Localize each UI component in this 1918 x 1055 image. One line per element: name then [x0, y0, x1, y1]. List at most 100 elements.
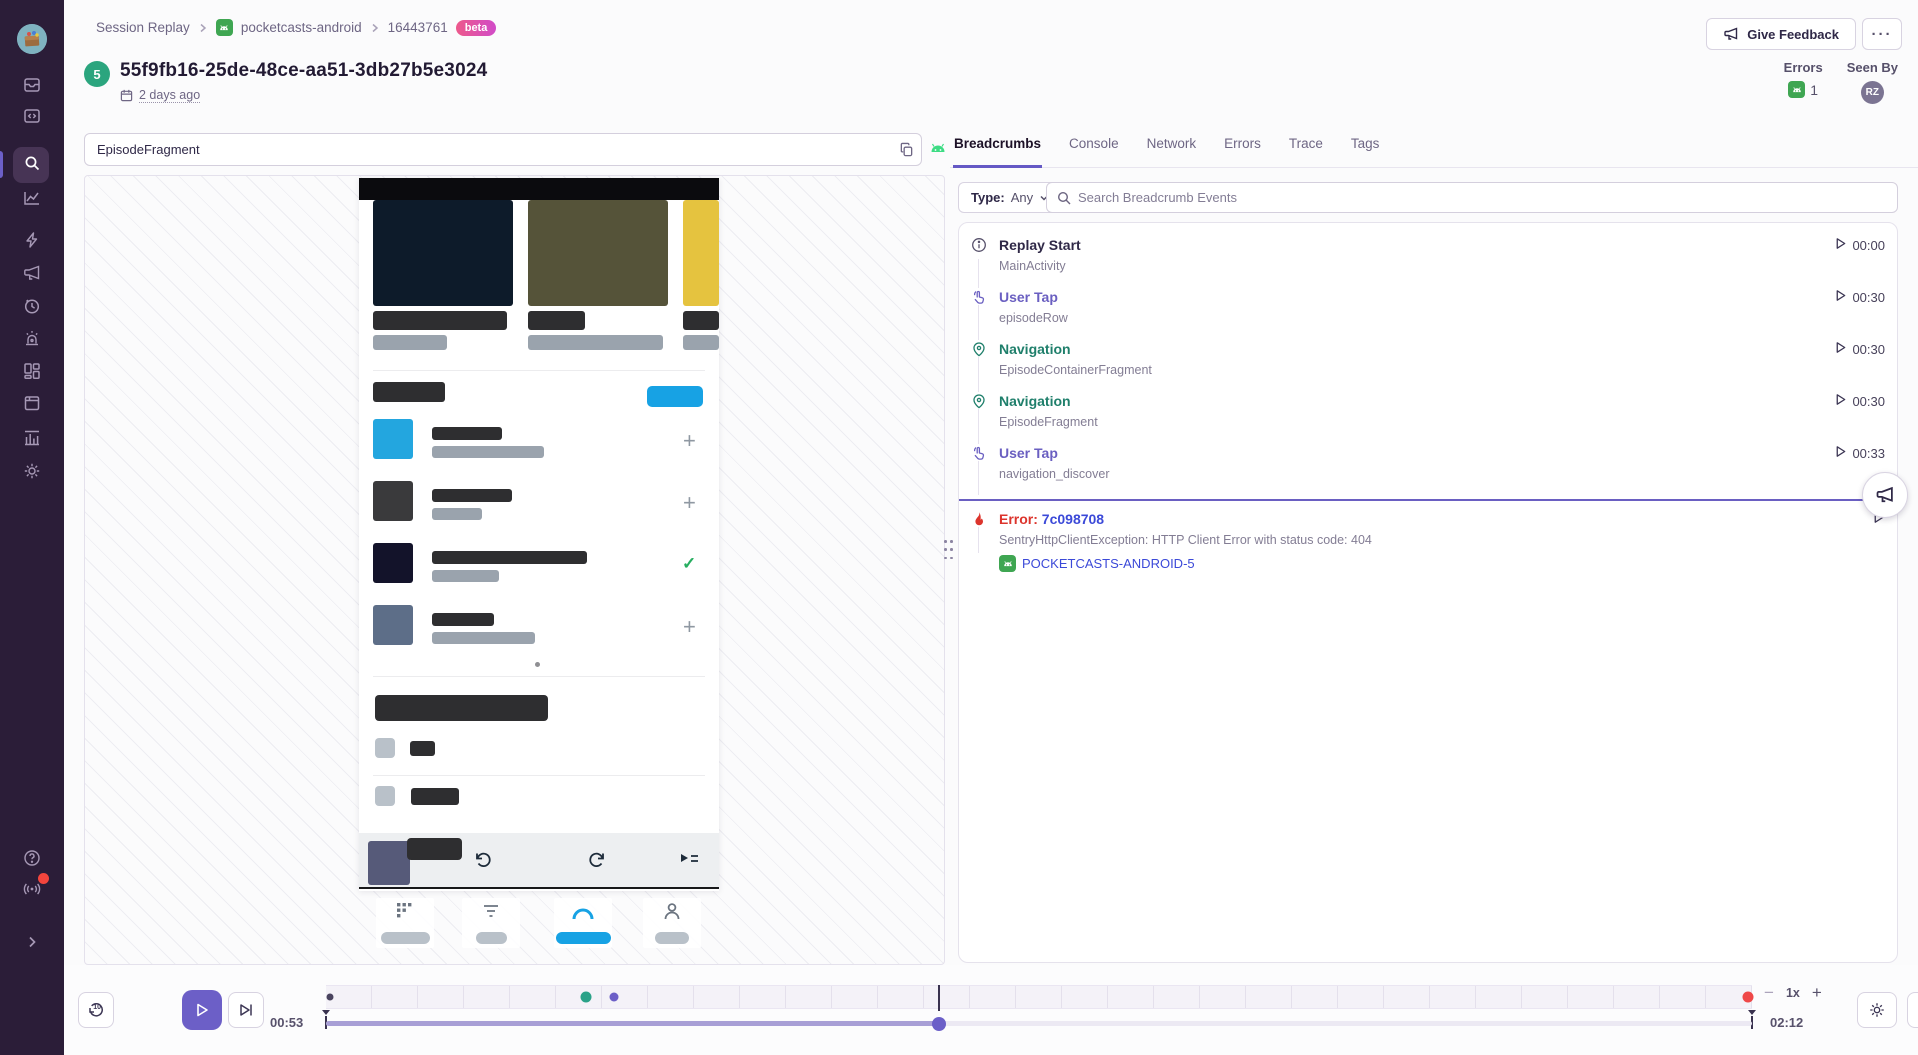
type-filter-dropdown[interactable]: Type: Any: [958, 182, 1061, 213]
sidebar-item-dashboards[interactable]: [18, 359, 46, 387]
mock-nav-pill: [655, 932, 689, 944]
breadcrumb-event-navigation[interactable]: Navigation EpisodeFragment 00:30: [959, 389, 1897, 441]
mock-text-block: [683, 335, 719, 350]
gear-icon: [1870, 1003, 1884, 1017]
breadcrumb-event-tap[interactable]: User Tap navigation_discover 00:33: [959, 441, 1897, 493]
play-button[interactable]: [182, 990, 222, 1030]
breadcrumb-search-input[interactable]: [1078, 190, 1887, 205]
event-timestamp-button[interactable]: 00:30: [1834, 393, 1885, 409]
org-avatar[interactable]: [17, 24, 47, 54]
replay-filter-input[interactable]: [85, 142, 891, 157]
timeline-start-caret: [322, 1010, 330, 1015]
mock-nav-item: [462, 898, 520, 948]
sidebar-active-indicator: [0, 151, 3, 178]
sidebar-item-explore[interactable]: [13, 147, 49, 183]
sidebar-item-performance[interactable]: [18, 228, 46, 256]
mock-text-block: [432, 570, 499, 582]
error-id-link[interactable]: 7c098708: [1041, 511, 1105, 527]
tab-network[interactable]: Network: [1146, 136, 1197, 151]
plus-icon: +: [683, 614, 696, 639]
mock-section-title: [375, 695, 548, 721]
sidebar-item-help[interactable]: [18, 846, 46, 874]
mock-cover: [373, 605, 413, 645]
sidebar-item-stats[interactable]: [18, 186, 46, 214]
megaphone-icon: [1724, 27, 1738, 40]
seen-by-meta: Seen By RZ: [1847, 60, 1898, 104]
issues-icon: [22, 75, 42, 100]
breadcrumb-project[interactable]: pocketcasts-android: [240, 20, 362, 35]
sidebar-item-alerts[interactable]: [18, 326, 46, 354]
marker-error[interactable]: [1742, 991, 1754, 1003]
pane-resize-handle[interactable]: [944, 540, 953, 562]
zoom-in-button[interactable]: +: [1811, 983, 1822, 1002]
sidebar: [0, 0, 64, 1055]
event-description: EpisodeFragment: [999, 415, 1098, 429]
more-options-button[interactable]: ···: [1862, 18, 1902, 50]
event-title: Navigation: [999, 341, 1071, 357]
copy-icon[interactable]: [891, 135, 921, 165]
breadcrumb-event-info[interactable]: Replay Start MainActivity 00:00: [959, 233, 1897, 285]
tab-errors[interactable]: Errors: [1224, 136, 1261, 151]
skip-to-end-button[interactable]: [228, 992, 264, 1028]
rewind-10s-button[interactable]: 10: [78, 992, 114, 1028]
timeline-scrub-track[interactable]: [326, 1016, 1752, 1031]
timeline-event-strip[interactable]: [326, 985, 1754, 1011]
stats-icon: [22, 188, 42, 213]
player-settings-button[interactable]: [1857, 992, 1897, 1028]
zoom-out-button[interactable]: −: [1764, 983, 1774, 1002]
sidebar-item-feedback[interactable]: [18, 261, 46, 289]
event-timestamp-button[interactable]: 00:00: [1834, 237, 1885, 253]
breadcrumb: Session Replay pocketcasts-android 16443…: [96, 19, 497, 36]
tab-breadcrumbs[interactable]: Breadcrumbs: [953, 128, 1043, 168]
speed-label: 1x: [1785, 986, 1800, 1000]
tab-console[interactable]: Console: [1069, 136, 1119, 151]
play-icon: [197, 1003, 208, 1017]
breadcrumb-event-tap[interactable]: User Tap episodeRow 00:30: [959, 285, 1897, 337]
event-timestamp-button[interactable]: 00:30: [1834, 289, 1885, 305]
tab-tags[interactable]: Tags: [1350, 136, 1380, 151]
replay-viewport[interactable]: + + ✓ +: [84, 175, 945, 965]
give-feedback-button[interactable]: Give Feedback: [1706, 18, 1856, 50]
mock-text-block: [407, 838, 462, 860]
breadcrumb-session-replay[interactable]: Session Replay: [96, 20, 190, 35]
event-timestamp-button[interactable]: 00:30: [1834, 341, 1885, 357]
discover-arc-icon: [572, 908, 594, 920]
mock-checkbox: [375, 786, 395, 806]
sidebar-item-projects[interactable]: [18, 104, 46, 132]
sidebar-item-collapse[interactable]: [18, 930, 46, 958]
sidebar-item-releases[interactable]: [18, 294, 46, 322]
profile-icon: [664, 903, 680, 920]
tab-trace[interactable]: Trace: [1288, 136, 1323, 151]
filter-icon: [484, 905, 498, 917]
mock-divider: [373, 676, 705, 677]
marker-event-purple[interactable]: [609, 992, 619, 1002]
event-title: User Tap: [999, 289, 1058, 305]
timeline-end-tick: [1751, 1016, 1753, 1029]
event-timestamp-button[interactable]: 00:33: [1834, 445, 1885, 461]
discover-icon: [22, 393, 42, 418]
check-icon: ✓: [682, 554, 697, 573]
sidebar-item-settings[interactable]: [18, 459, 46, 487]
marker-event-green[interactable]: [580, 991, 592, 1003]
header-meta: Errors 1 Seen By RZ: [1784, 60, 1898, 104]
sidebar-item-broadcast[interactable]: [18, 873, 49, 905]
navigation-icon: [970, 340, 987, 357]
mock-section-title: [373, 382, 445, 402]
timeline-scrubber[interactable]: [932, 1016, 947, 1031]
time-ago: 2 days ago: [139, 88, 201, 103]
event-title: Navigation: [999, 393, 1071, 409]
project-link[interactable]: POCKETCASTS-ANDROID-5: [1022, 556, 1195, 571]
breadcrumb-replay-id[interactable]: 16443761: [387, 20, 448, 35]
mock-nav-item: [643, 898, 701, 948]
sidebar-item-issues[interactable]: [18, 73, 46, 101]
errors-meta: Errors 1: [1784, 60, 1823, 104]
marker-session-start[interactable]: [326, 993, 334, 1001]
mock-cover: [528, 200, 668, 306]
fullscreen-button[interactable]: [1907, 992, 1918, 1028]
sidebar-item-insights[interactable]: [18, 426, 46, 454]
floating-feedback-button[interactable]: [1862, 472, 1908, 518]
speed-controls: − 1x +: [1764, 983, 1822, 1003]
sidebar-item-discover[interactable]: [18, 391, 46, 419]
breadcrumb-event-navigation[interactable]: Navigation EpisodeContainerFragment 00:30: [959, 337, 1897, 389]
breadcrumb-event-error[interactable]: Error: 7c098708 SentryHttpClientException…: [959, 507, 1897, 575]
